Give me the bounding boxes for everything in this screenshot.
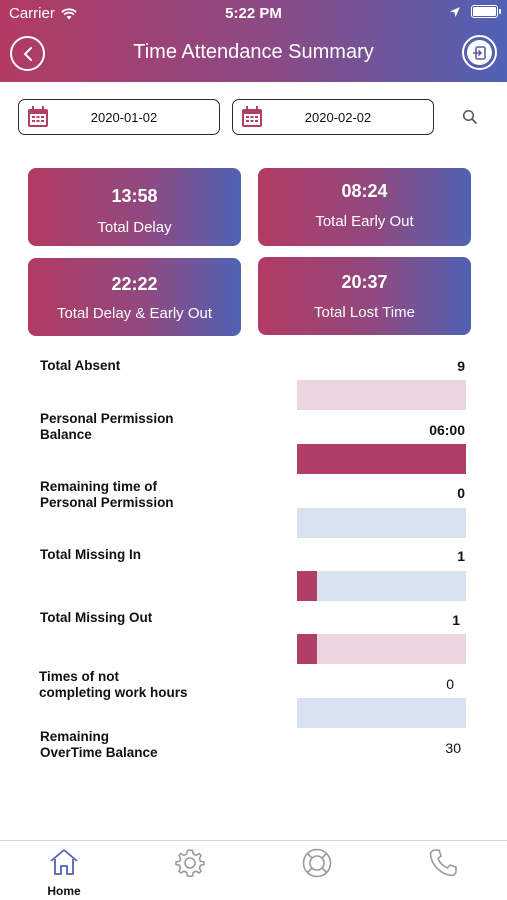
search-icon[interactable] <box>462 109 478 125</box>
tab-support[interactable] <box>287 847 347 884</box>
stat-label-total-missing-in: Total Missing In <box>40 547 141 562</box>
stat-bar-incomplete-work-hours <box>297 698 466 728</box>
stat-value-remaining-personal-permission: 0 <box>457 485 465 501</box>
calendar-icon <box>28 106 48 127</box>
home-icon <box>50 849 78 875</box>
summary-card-total-early-out: 08:24 Total Early Out <box>258 168 471 246</box>
carrier-label: Carrier <box>9 5 55 22</box>
status-bar: Carrier 5:22 PM <box>0 0 507 28</box>
to-date-field[interactable]: 2020-02-02 <box>232 99 434 135</box>
stat-bar-fill <box>297 634 318 664</box>
stat-bar-total-missing-in <box>297 571 466 601</box>
stat-label-overtime-balance: Remaining OverTime Balance <box>40 729 158 760</box>
stat-label-remaining-personal-permission: Remaining time of Personal Permission <box>40 479 174 510</box>
status-right <box>449 5 501 18</box>
to-date-value: 2020-02-02 <box>304 110 372 125</box>
tab-home-label: Home <box>47 884 81 898</box>
card-value: 08:24 <box>341 181 388 201</box>
location-arrow-icon <box>450 6 460 17</box>
chevron-left-icon <box>23 46 32 61</box>
stat-label-personal-permission-balance: Personal Permission Balance <box>40 411 174 442</box>
summary-card-total-delay: 13:58 Total Delay <box>28 168 241 246</box>
logout-button[interactable] <box>462 35 497 70</box>
stat-value-total-missing-out: 1 <box>452 612 460 628</box>
stat-value-personal-permission-balance: 06:00 <box>429 422 465 438</box>
stat-bar-remaining-personal-permission <box>297 508 466 538</box>
from-date-field[interactable]: 2020-01-02 <box>18 99 220 135</box>
phone-icon <box>429 849 457 877</box>
wifi-icon <box>61 7 77 19</box>
back-button[interactable] <box>10 36 45 71</box>
card-label: Total Delay & Early Out <box>56 305 213 322</box>
stat-label-incomplete-work-hours: Times of not completing work hours <box>39 669 188 700</box>
gear-icon <box>175 849 205 878</box>
calendar-icon <box>242 106 262 127</box>
stat-bar-total-missing-out <box>297 634 466 664</box>
stat-bar-fill <box>297 444 466 474</box>
stat-label-total-absent: Total Absent <box>40 358 121 373</box>
stat-bar-personal-permission-balance <box>297 444 466 474</box>
logout-icon <box>467 40 492 65</box>
stat-bar-total-absent <box>297 380 466 410</box>
card-label: Total Early Out <box>315 213 414 230</box>
stat-value-overtime-balance: 30 <box>445 740 461 756</box>
stat-label-total-missing-out: Total Missing Out <box>40 610 153 625</box>
stat-value-total-missing-in: 1 <box>457 548 465 564</box>
header-bar: Carrier 5:22 PM Time Attendance Summary <box>0 0 507 82</box>
tab-home[interactable]: Home <box>34 847 94 898</box>
card-value: 22:22 <box>111 274 158 294</box>
battery-icon <box>471 5 501 18</box>
card-label: Total Lost Time <box>314 304 415 321</box>
tab-settings[interactable] <box>160 847 220 884</box>
clock: 5:22 PM <box>225 5 282 22</box>
nav-row: Time Attendance Summary <box>0 32 507 76</box>
from-date-value: 2020-01-02 <box>90 110 158 125</box>
lifebuoy-icon <box>302 848 332 878</box>
stat-value-incomplete-work-hours: 0 <box>446 676 454 692</box>
carrier-info: Carrier <box>9 5 77 22</box>
page-title: Time Attendance Summary <box>133 41 374 63</box>
card-value: 13:58 <box>111 186 158 206</box>
tab-bar: Home <box>0 840 507 900</box>
stat-value-total-absent: 9 <box>457 358 465 374</box>
summary-card-total-lost-time: 20:37 Total Lost Time <box>258 257 471 335</box>
tab-call[interactable] <box>413 847 473 884</box>
card-label: Total Delay <box>97 219 172 236</box>
summary-card-total-delay-early-out: 22:22 Total Delay & Early Out <box>28 258 241 336</box>
stat-bar-fill <box>297 571 318 601</box>
card-value: 20:37 <box>341 272 388 292</box>
